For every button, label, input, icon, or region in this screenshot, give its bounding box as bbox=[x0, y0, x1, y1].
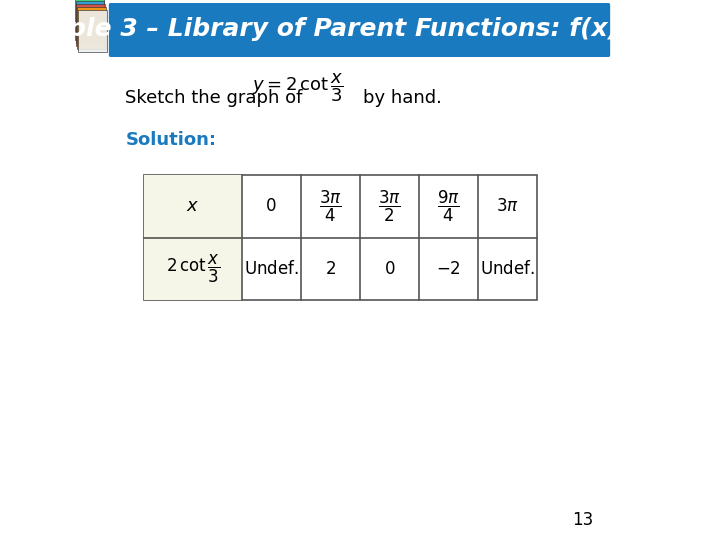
FancyBboxPatch shape bbox=[76, 4, 105, 46]
Text: $3\pi$: $3\pi$ bbox=[496, 197, 519, 215]
Text: $0$: $0$ bbox=[384, 260, 395, 278]
Text: $-2$: $-2$ bbox=[436, 260, 461, 278]
FancyBboxPatch shape bbox=[109, 3, 610, 57]
Text: $x$: $x$ bbox=[186, 197, 199, 215]
Text: $\dfrac{9\pi}{4}$: $\dfrac{9\pi}{4}$ bbox=[437, 188, 460, 224]
Text: $\mathrm{Undef.}$: $\mathrm{Undef.}$ bbox=[243, 260, 299, 278]
Text: 13: 13 bbox=[572, 511, 593, 529]
Text: $2$: $2$ bbox=[325, 260, 336, 278]
Text: $\mathrm{Undef.}$: $\mathrm{Undef.}$ bbox=[480, 260, 535, 278]
Text: $y = 2\,\cot\dfrac{x}{3}$: $y = 2\,\cot\dfrac{x}{3}$ bbox=[251, 72, 343, 104]
FancyBboxPatch shape bbox=[144, 175, 537, 300]
FancyBboxPatch shape bbox=[76, 1, 104, 43]
Text: $\dfrac{3\pi}{2}$: $\dfrac{3\pi}{2}$ bbox=[378, 188, 400, 224]
Text: Solution:: Solution: bbox=[125, 131, 217, 149]
Text: Example 3 – Library of Parent Functions: f(x) = cot x: Example 3 – Library of Parent Functions:… bbox=[0, 17, 720, 42]
Text: by hand.: by hand. bbox=[364, 89, 442, 107]
Text: $0$: $0$ bbox=[266, 197, 277, 215]
FancyBboxPatch shape bbox=[75, 0, 104, 40]
Text: $2\,\cot\dfrac{x}{3}$: $2\,\cot\dfrac{x}{3}$ bbox=[166, 253, 220, 285]
FancyBboxPatch shape bbox=[144, 175, 242, 300]
Text: Sketch the graph of: Sketch the graph of bbox=[125, 89, 303, 107]
FancyBboxPatch shape bbox=[78, 10, 107, 52]
FancyBboxPatch shape bbox=[77, 7, 106, 49]
Text: $\dfrac{3\pi}{4}$: $\dfrac{3\pi}{4}$ bbox=[319, 188, 341, 224]
